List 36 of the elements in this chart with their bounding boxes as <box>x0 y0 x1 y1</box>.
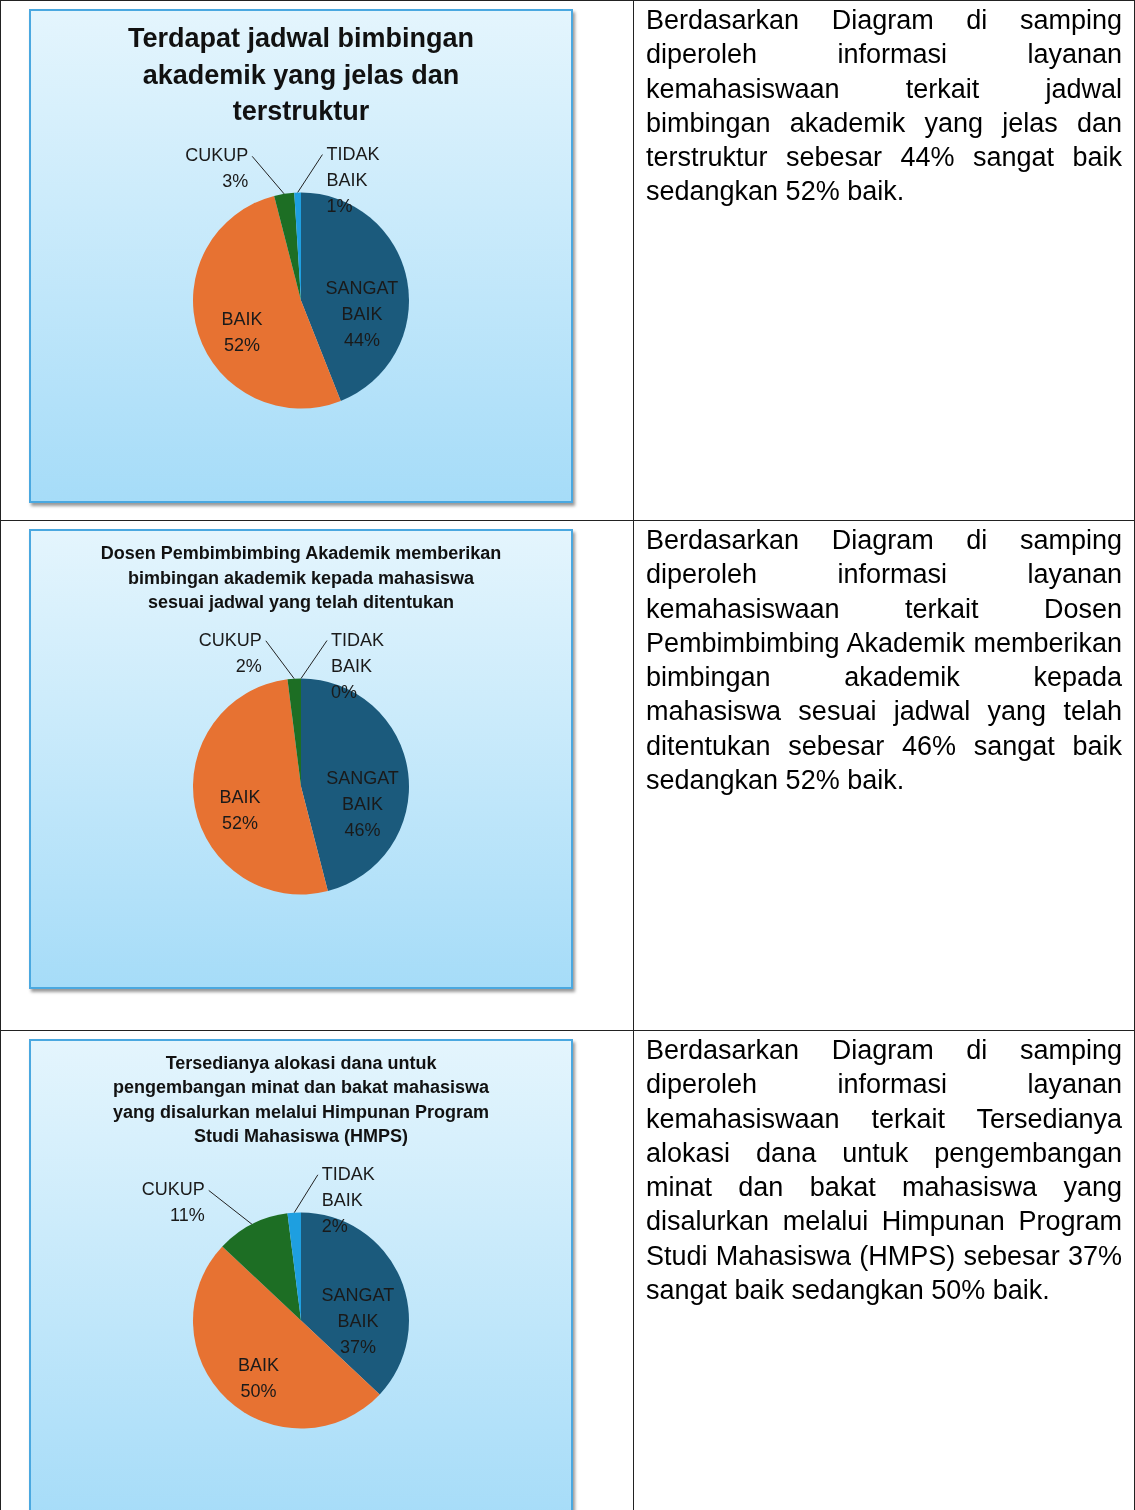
data-label: 2% <box>321 1215 348 1236</box>
slice-label: CUKUP <box>198 629 262 650</box>
data-label: 1% <box>326 195 353 216</box>
pie-slice <box>301 192 409 401</box>
slice-label: SANGAT BAIK <box>321 1284 395 1331</box>
pie-slice <box>193 679 328 895</box>
slice-label: TIDAK BAIK <box>321 1163 375 1210</box>
chart-title: Dosen Pembimbimbing Akademik memberikan bimbingan akademik kepada mahasiswa sesuai jadwal yang telah ditentukan <box>100 543 502 612</box>
chart-title: Tersedianya alokasi dana untuk pengembangan minat dan bakat mahasiswa yang disalurkan melalui Himpunan Program Studi Mahasiswa (HMPS) <box>112 1053 491 1146</box>
slice-label: BAIK <box>221 308 263 329</box>
data-label: 11% <box>170 1205 205 1226</box>
data-label: 50% <box>240 1380 277 1401</box>
data-label: 52% <box>224 334 261 355</box>
data-label: 44% <box>343 329 380 350</box>
data-label: 37% <box>339 1336 376 1357</box>
slice-label: CUKUP <box>185 145 249 166</box>
chart-title: Terdapat jadwal bimbingan akademik yang jelas dan terstruktur <box>127 23 475 126</box>
legend-label: TIDAK BAIK <box>331 629 385 676</box>
pie-slice <box>301 678 409 892</box>
data-label: 3% <box>222 171 249 192</box>
slice-label: SANGAT BAIK <box>325 277 399 324</box>
data-label: 52% <box>222 813 259 834</box>
data-label: 46% <box>344 819 381 840</box>
text: Berdasarkan Diagram di samping diperoleh informasi layanan kemahasiswaan terkait Dosen Pembimbimbing Akademik memberikan bimbingan akademik kepada mahasiswa sesuai jadwal yang telah ditentukan sebesar 46% sangat baik sedangkan 52% baik. <box>645 524 1123 797</box>
pie-slice <box>222 1213 301 1321</box>
text: Berdasarkan Diagram di samping diperoleh informasi layanan kemahasiswaan terkait jadwal bimbingan akademik yang jelas dan terstruktur sebesar 44% sangat baik sedangkan 52% baik. <box>645 4 1123 209</box>
slice-label: TIDAK BAIK <box>326 143 380 190</box>
data-label: 2% <box>235 655 262 676</box>
slice-label: SANGAT BAIK <box>326 767 399 814</box>
slice-label: BAIK <box>238 1354 280 1375</box>
pie-slice <box>274 192 301 301</box>
pie-slice <box>301 1212 409 1395</box>
text: 0% <box>331 681 358 702</box>
slice-label: BAIK <box>219 787 261 808</box>
text: Berdasarkan Diagram di samping diperoleh informasi layanan kemahasiswaan terkait Tersedianya alokasi dana untuk pengembangan minat dan bakat mahasiswa yang disalurkan melalui Himpunan Program Studi Mahasiswa (HMPS) sebesar 37% sangat baik sedangkan 50% baik. <box>645 1034 1123 1307</box>
slice-label: CUKUP <box>141 1179 205 1200</box>
